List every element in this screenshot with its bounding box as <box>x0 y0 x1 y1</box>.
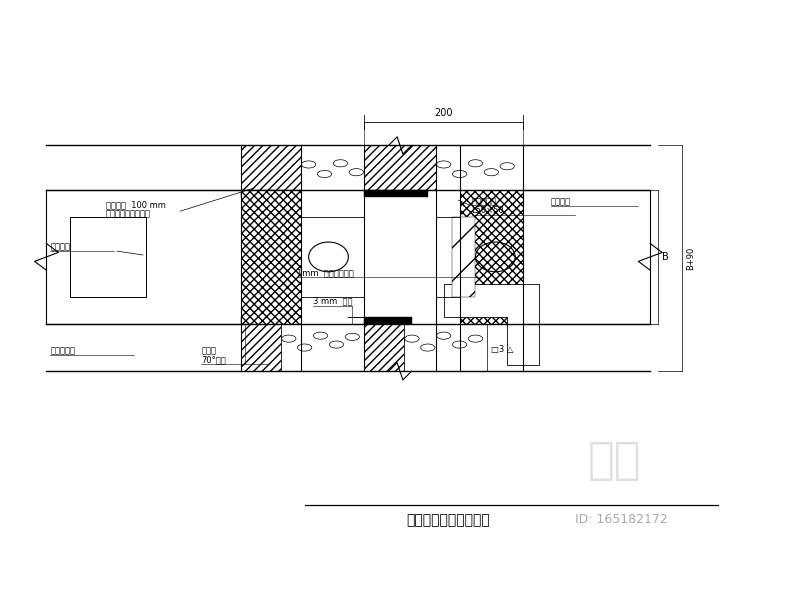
Text: 1mm  镀锌钢板弯管: 1mm 镀锌钢板弯管 <box>297 268 354 277</box>
Text: □3 △: □3 △ <box>491 346 514 355</box>
Bar <box>364 145 436 190</box>
Bar <box>452 217 475 297</box>
Bar <box>436 145 523 190</box>
Bar <box>241 324 281 371</box>
Text: 镀锌钢板: 镀锌钢板 <box>551 197 571 206</box>
Polygon shape <box>444 284 539 365</box>
Text: 水平风管穿变形缝做法: 水平风管穿变形缝做法 <box>406 513 490 527</box>
Text: L50×50: L50×50 <box>471 206 504 215</box>
Bar <box>241 190 301 324</box>
Bar <box>241 190 301 197</box>
Text: 200: 200 <box>434 108 453 118</box>
Bar <box>241 317 301 324</box>
Bar <box>281 324 364 371</box>
Text: 固着软接头: 固着软接头 <box>50 346 75 355</box>
Text: 知末: 知末 <box>588 439 642 482</box>
Text: B: B <box>662 252 669 262</box>
Text: 防火阀: 防火阀 <box>202 346 216 355</box>
Bar <box>404 324 487 371</box>
Bar <box>301 145 364 190</box>
Text: 3 mm  钢板: 3 mm 钢板 <box>313 296 352 305</box>
Bar <box>241 145 301 190</box>
Bar <box>70 217 146 297</box>
Text: 碎石粒径  100 mm: 碎石粒径 100 mm <box>106 200 166 209</box>
Text: 预整角钢框: 预整角钢框 <box>471 197 497 206</box>
Bar <box>364 190 428 197</box>
Bar <box>459 190 523 324</box>
Text: 70°丁头: 70°丁头 <box>202 355 226 364</box>
Text: ID: 165182172: ID: 165182172 <box>574 514 667 526</box>
Bar <box>364 317 412 324</box>
Text: 素面用水泥沙浆抹平: 素面用水泥沙浆抹平 <box>106 209 151 218</box>
Text: 镀锌钢板: 镀锌钢板 <box>50 242 70 251</box>
Text: B+90: B+90 <box>686 247 695 270</box>
Bar <box>364 324 404 371</box>
